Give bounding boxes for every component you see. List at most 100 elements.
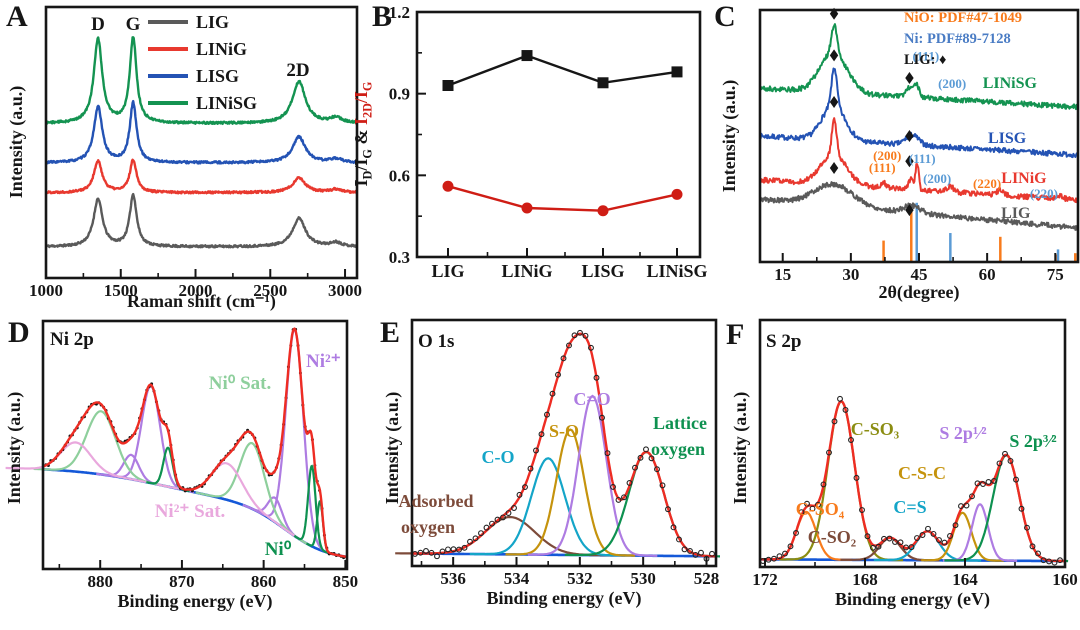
data-point xyxy=(853,474,860,481)
data-point xyxy=(555,371,561,378)
data-point xyxy=(1057,557,1063,564)
annotation--200-: (200) xyxy=(873,148,901,163)
x-tick-label: 850 xyxy=(333,572,359,591)
data-point xyxy=(1024,524,1030,531)
data-point xyxy=(815,501,821,508)
data-point xyxy=(886,535,893,542)
ratio-chart: LIG LINiG LISG LINiSG 0.3 0.6 0.9 1.2 xyxy=(389,3,708,281)
data-point xyxy=(434,553,440,560)
curve-LIG xyxy=(45,192,358,249)
data-point xyxy=(947,533,953,539)
data-point xyxy=(709,550,715,557)
data-point xyxy=(859,507,865,513)
data-point xyxy=(798,509,805,516)
annotation-g: G xyxy=(126,14,141,35)
annotation--200-: (200) xyxy=(938,76,966,91)
x-tick-label: 168 xyxy=(852,570,878,589)
annotation--111-: (111) xyxy=(912,48,939,63)
data-point xyxy=(549,390,556,397)
data-point xyxy=(936,537,942,543)
x-tick-label: 528 xyxy=(694,569,720,588)
category-label: LISG xyxy=(581,261,624,281)
data-point xyxy=(472,535,479,542)
panel-d-ni2p: 880 870 860 850 Ni 2p Ni²⁺ Ni⁰ Sat. Ni²⁺ Sat. Ni… xyxy=(0,315,370,630)
data-point xyxy=(582,332,589,339)
annotation-s-2p: S 2p xyxy=(766,331,801,352)
axes-frame xyxy=(758,318,1067,569)
data-point xyxy=(1013,476,1019,483)
panel-c-xrd: 15 30 45 60 75 (111) (200) LINiSG LISG (200) (111)… xyxy=(708,0,1080,315)
data-point xyxy=(456,546,462,553)
data-point xyxy=(897,539,904,546)
ylabel-fragment: G xyxy=(360,149,375,159)
x-tick-label: 2500 xyxy=(253,281,287,300)
ylabel-fragment: I xyxy=(351,118,372,126)
ylabel-fragment: D xyxy=(360,170,375,180)
data-point xyxy=(692,551,699,558)
data-point xyxy=(914,535,920,541)
x-tick-label: 172 xyxy=(752,570,778,589)
annotation-c-s-c: C-S-C xyxy=(898,463,946,483)
data-point xyxy=(804,500,810,507)
panel-letter-d: D xyxy=(8,316,30,349)
x-tick-label: 532 xyxy=(567,569,593,588)
background-curve xyxy=(760,558,1065,563)
data-point xyxy=(643,446,649,453)
data-point xyxy=(681,546,688,553)
data-point xyxy=(1029,543,1036,550)
component-c-o xyxy=(469,457,627,557)
data-point xyxy=(996,460,1003,467)
data-point xyxy=(648,455,655,462)
annotation-adsorbed: Adsorbed xyxy=(398,491,473,511)
y-tick-label: 1.2 xyxy=(389,3,410,22)
legend-label: LINiG xyxy=(196,38,248,59)
category-label: LIG xyxy=(431,261,464,281)
curve-LINiSG xyxy=(44,36,359,125)
axes-frame xyxy=(415,10,702,259)
data-point xyxy=(809,505,816,512)
panel-a-legend: LIG LINiG LISG LINiSG xyxy=(148,8,257,116)
annotation-o-1s: O 1s xyxy=(418,331,454,352)
data-point xyxy=(566,342,572,349)
panel-letter-c: C xyxy=(714,0,736,33)
data-point xyxy=(593,374,600,381)
data-point xyxy=(571,332,578,339)
data-point xyxy=(831,418,838,425)
x-tick-label: 60 xyxy=(979,265,996,284)
data-point xyxy=(670,524,677,531)
x-tick-label: 3000 xyxy=(328,281,362,300)
component-c-o xyxy=(527,394,658,557)
data-point xyxy=(969,493,975,500)
annotation--220-: (220) xyxy=(973,176,1001,191)
data-point xyxy=(632,464,638,471)
data-point xyxy=(1002,450,1008,457)
o1s-chart: 536 534 532 530 528 O 1s C=O S-O C-O Adsorbed oxyg… xyxy=(395,318,720,588)
circle-marker xyxy=(521,202,533,214)
x-tick-label: 160 xyxy=(1052,570,1078,589)
envelope-fit-curve xyxy=(42,327,348,559)
ylabel-fragment: I xyxy=(351,179,372,187)
data-point xyxy=(577,329,583,336)
circle-marker xyxy=(597,205,609,217)
curve-LINiSG xyxy=(759,23,1079,111)
axes-frame xyxy=(41,319,349,571)
annotation-c-s: C=S xyxy=(893,497,926,517)
data-point xyxy=(892,539,898,545)
legend-swatch xyxy=(148,100,188,105)
envelope-fit-curve xyxy=(760,400,1065,563)
data-point xyxy=(1007,457,1014,464)
xrd-legend-line: NiO: PDF#47-1049 xyxy=(904,10,1022,26)
legend-item-lig: LIG xyxy=(148,8,257,35)
panel-letter-f: F xyxy=(726,318,745,351)
panel-e-ylabel: Intensity (a.u.) xyxy=(382,391,402,505)
data-point xyxy=(793,530,799,536)
ylabel-fragment: 2D xyxy=(360,103,375,119)
annotation-ni-sat-: Ni²⁺ Sat. xyxy=(155,501,226,522)
panel-a-raman: 1000 1500 2000 2500 3000 D G 2D A Intensity (a.… xyxy=(0,0,368,315)
xrd-legend-line: Ni: PDF#89-7128 xyxy=(904,31,1011,47)
series-line-square xyxy=(447,54,678,87)
annotation-ni-: Ni²⁺ xyxy=(306,351,341,372)
panel-e-xlabel: Binding energy (eV) xyxy=(486,588,642,608)
annotation-ni-: Ni⁰ xyxy=(265,539,292,560)
data-point xyxy=(870,544,876,551)
